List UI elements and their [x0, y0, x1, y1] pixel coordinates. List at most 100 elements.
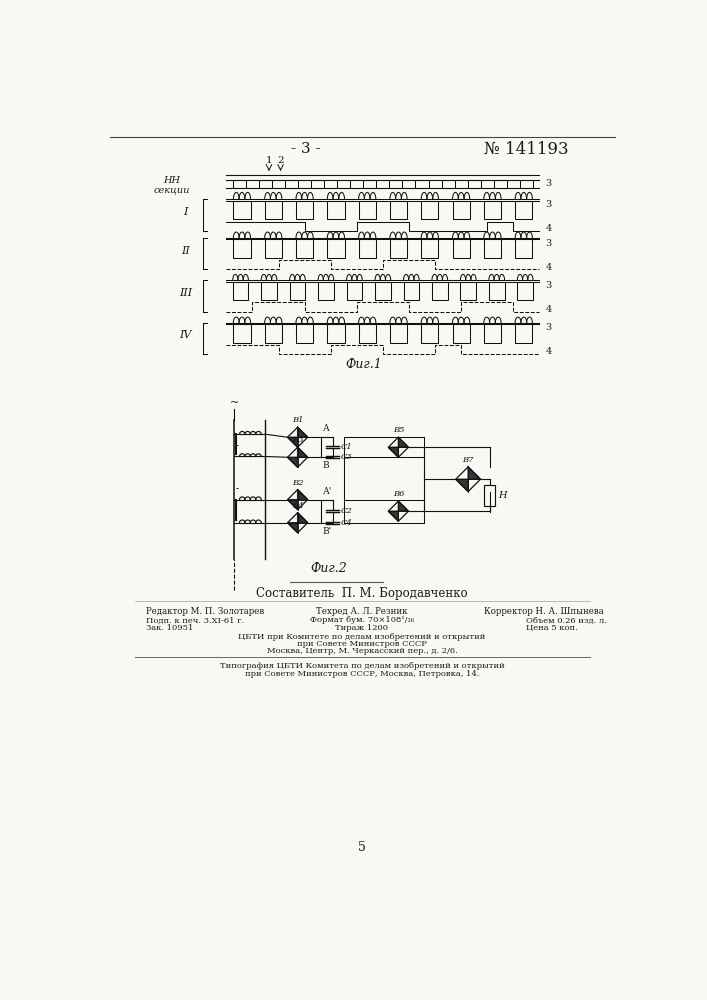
Text: Формат бум. 70×108¹/₁₆: Формат бум. 70×108¹/₁₆: [310, 616, 414, 624]
Text: В': В': [322, 527, 332, 536]
Text: - 3 -: - 3 -: [291, 142, 320, 156]
Bar: [327, 324, 344, 343]
Text: Цена 5 коп.: Цена 5 коп.: [526, 624, 578, 632]
Text: 3: 3: [546, 200, 552, 209]
Text: В4: В4: [292, 502, 303, 510]
Text: С1: С1: [341, 443, 353, 451]
Text: Фиг.2: Фиг.2: [310, 562, 347, 575]
Bar: [421, 239, 438, 258]
Bar: [416, 180, 428, 188]
Text: 1: 1: [266, 156, 272, 165]
Bar: [264, 324, 282, 343]
Text: Зак. 10951: Зак. 10951: [146, 624, 194, 632]
Polygon shape: [288, 457, 298, 467]
Text: Техред А. Л. Резник: Техред А. Л. Резник: [316, 607, 408, 616]
Bar: [337, 180, 350, 188]
Text: В7: В7: [462, 456, 474, 464]
Bar: [493, 180, 507, 188]
Bar: [442, 180, 455, 188]
Bar: [358, 201, 376, 219]
Text: III: III: [179, 288, 192, 298]
Polygon shape: [388, 447, 398, 457]
Polygon shape: [468, 467, 481, 479]
Bar: [285, 180, 298, 188]
Text: при Совете Министров СССР: при Совете Министров СССР: [297, 640, 427, 648]
Bar: [515, 201, 532, 219]
Bar: [233, 324, 250, 343]
Text: С4: С4: [341, 519, 353, 527]
Text: Типография ЦБТИ Комитета по делам изобретений и открытий: Типография ЦБТИ Комитета по делам изобре…: [220, 662, 504, 670]
Text: Составитель  П. М. Бородавченко: Составитель П. М. Бородавченко: [256, 587, 468, 600]
Text: 4: 4: [546, 263, 552, 272]
Polygon shape: [456, 479, 468, 492]
Text: 3: 3: [546, 281, 552, 290]
Bar: [233, 180, 246, 188]
Text: № 141193: № 141193: [484, 141, 568, 158]
Bar: [296, 239, 313, 258]
Bar: [390, 180, 402, 188]
Text: Фиг.1: Фиг.1: [345, 358, 382, 371]
Bar: [233, 201, 250, 219]
Polygon shape: [298, 490, 308, 500]
Text: 4: 4: [546, 347, 552, 356]
Bar: [484, 239, 501, 258]
Bar: [311, 180, 325, 188]
Bar: [452, 239, 469, 258]
Text: IV: IV: [179, 330, 192, 340]
Bar: [233, 239, 250, 258]
Bar: [421, 201, 438, 219]
Text: Редактор М. П. Золотарев: Редактор М. П. Золотарев: [146, 607, 264, 616]
Text: Корректор Н. А. Шпынева: Корректор Н. А. Шпынева: [484, 607, 603, 616]
Text: НН: НН: [163, 176, 180, 185]
Bar: [327, 201, 344, 219]
Bar: [346, 282, 362, 300]
Polygon shape: [388, 511, 398, 521]
Bar: [264, 239, 282, 258]
Text: Подп. к печ. 3.ХI-61 г.: Подп. к печ. 3.ХI-61 г.: [146, 616, 245, 624]
Bar: [358, 324, 376, 343]
Text: В1: В1: [292, 416, 303, 424]
Text: Москва, Центр, М. Черкасский пер., д. 2/6.: Москва, Центр, М. Черкасский пер., д. 2/…: [267, 647, 457, 655]
Bar: [484, 485, 495, 506]
Polygon shape: [288, 437, 298, 447]
Text: В6: В6: [392, 490, 404, 498]
Bar: [452, 201, 469, 219]
Bar: [452, 324, 469, 343]
Text: Тираж 1200: Тираж 1200: [335, 624, 388, 632]
Bar: [264, 201, 282, 219]
Text: В5: В5: [392, 426, 404, 434]
Bar: [484, 324, 501, 343]
Bar: [520, 180, 533, 188]
Bar: [259, 180, 272, 188]
Text: 3: 3: [546, 179, 552, 188]
Bar: [390, 324, 407, 343]
Text: II: II: [181, 246, 189, 256]
Bar: [460, 282, 476, 300]
Text: С3: С3: [341, 453, 353, 461]
Text: Н: Н: [498, 491, 507, 500]
Bar: [518, 282, 533, 300]
Bar: [390, 201, 407, 219]
Polygon shape: [398, 437, 409, 447]
Text: 4: 4: [546, 305, 552, 314]
Polygon shape: [298, 513, 308, 523]
Text: 4: 4: [546, 224, 552, 233]
Bar: [489, 282, 505, 300]
Bar: [404, 282, 419, 300]
Text: 2: 2: [277, 156, 284, 165]
Polygon shape: [298, 447, 308, 457]
Bar: [233, 282, 248, 300]
Bar: [318, 282, 334, 300]
Polygon shape: [288, 523, 298, 533]
Bar: [390, 239, 407, 258]
Text: I: I: [183, 207, 187, 217]
Bar: [363, 180, 376, 188]
Text: С2: С2: [341, 507, 353, 515]
Bar: [432, 282, 448, 300]
Text: В3: В3: [292, 436, 303, 444]
Text: А': А': [322, 487, 332, 496]
Bar: [296, 324, 313, 343]
Bar: [375, 282, 391, 300]
Text: Объем 0.26 изд. л.: Объем 0.26 изд. л.: [526, 616, 607, 624]
Text: ~: ~: [230, 398, 239, 408]
